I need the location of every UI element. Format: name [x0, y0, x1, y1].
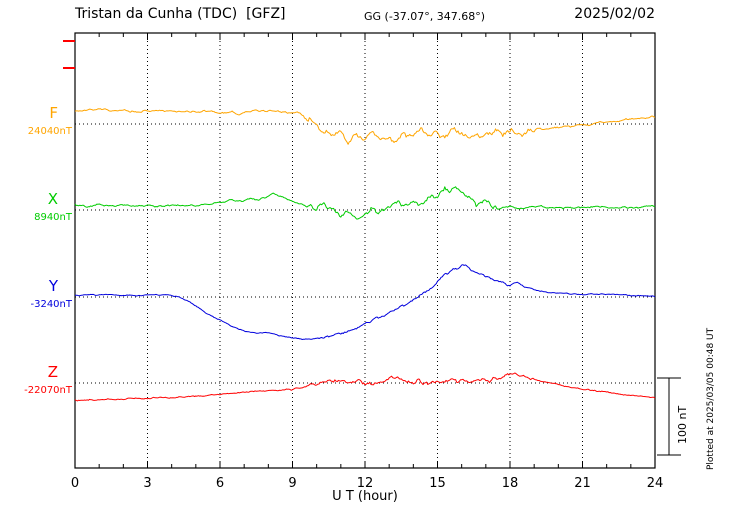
x-tick-label: 21 [574, 476, 591, 491]
plot-frame [74, 32, 656, 469]
component-baseline-value-X: 8940nT [34, 212, 72, 223]
x-tick-label: 15 [429, 476, 446, 491]
trace-X [74, 186, 656, 220]
trace-Y [75, 264, 656, 340]
geo-coordinates: GG (-37.07°, 347.68°) [364, 10, 486, 23]
x-tick-label: 9 [288, 476, 296, 491]
x-tick-label: 18 [502, 476, 519, 491]
scale-bar-label: 100 nT [676, 405, 689, 444]
plot-date: 2025/02/02 [574, 6, 655, 22]
component-baseline-value-Y: -3240nT [30, 299, 72, 310]
trace-Z [74, 372, 656, 402]
x-tick-label: 12 [357, 476, 374, 491]
component-label-F: F [49, 104, 58, 122]
trace-F [74, 108, 656, 145]
component-baseline-value-Z: -22070nT [24, 385, 72, 396]
station-title: Tristan da Cunha (TDC) [GFZ] [75, 6, 286, 22]
component-label-X: X [47, 190, 58, 208]
component-label-Z: Z [47, 363, 58, 381]
plotted-timestamp: Plotted at 2025/03/05 00:48 UT [706, 327, 716, 470]
x-tick-label: 0 [71, 476, 79, 491]
x-tick-label: 3 [143, 476, 151, 491]
x-axis-label: U T (hour) [332, 489, 398, 504]
x-tick-label: 24 [647, 476, 664, 491]
x-tick-label: 6 [216, 476, 224, 491]
component-baseline-value-F: 24040nT [27, 126, 72, 137]
component-label-Y: Y [48, 277, 58, 295]
